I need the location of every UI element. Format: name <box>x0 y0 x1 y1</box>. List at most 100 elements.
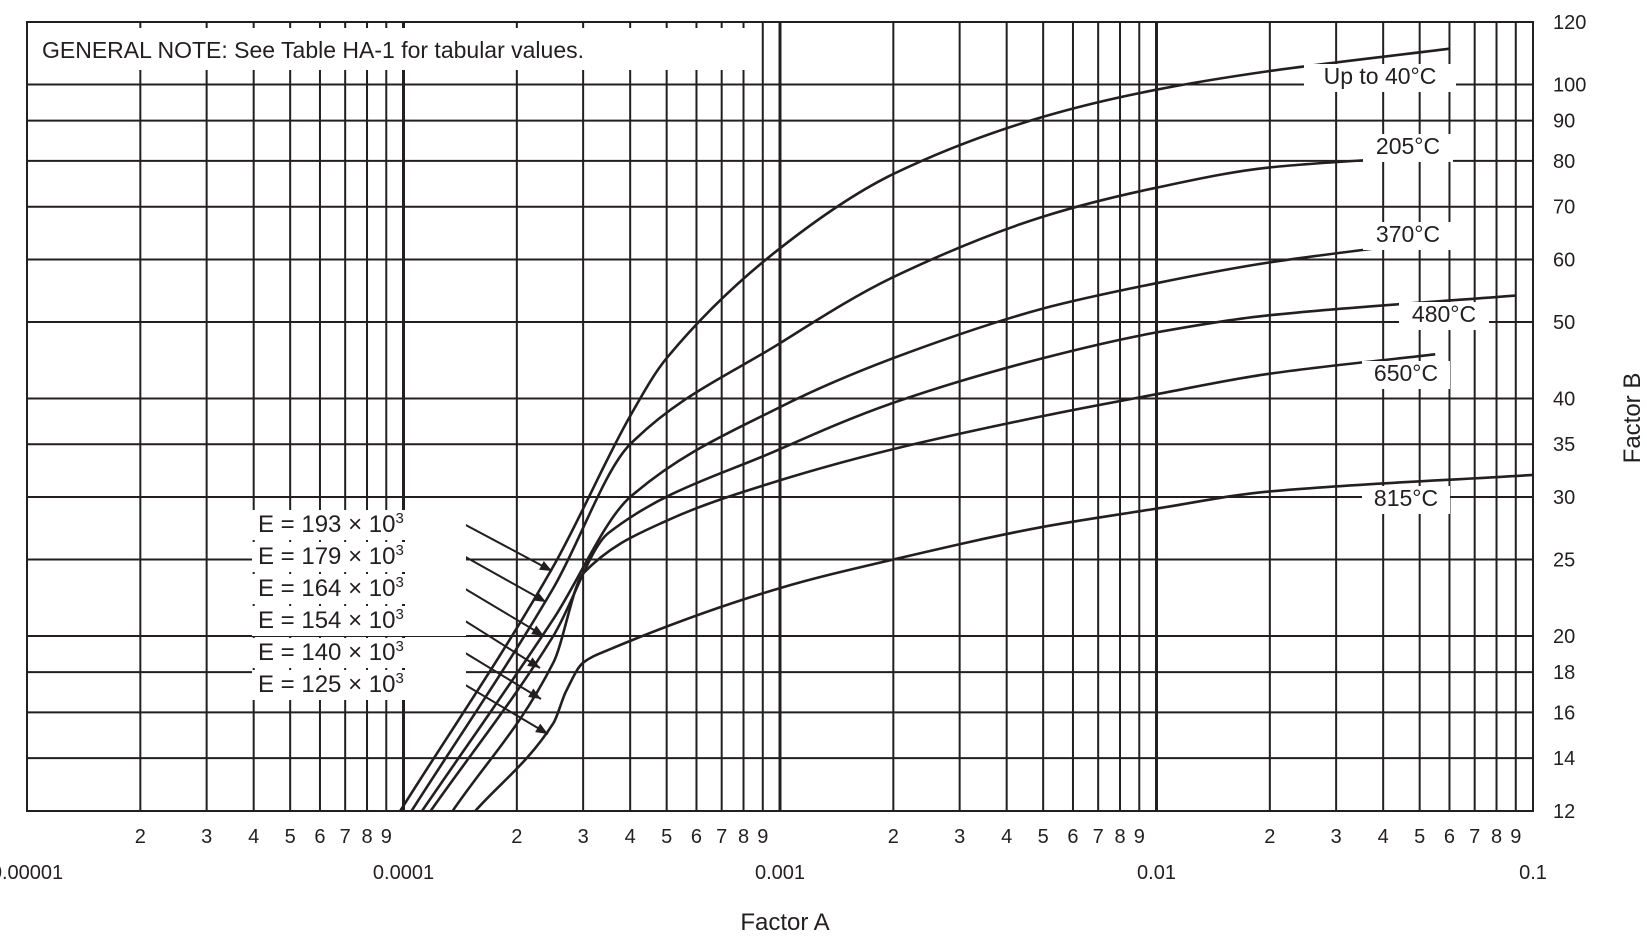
y-tick-label: 18 <box>1553 662 1575 684</box>
x-minor-label: 8 <box>1114 826 1125 848</box>
x-axis-title: Factor A <box>740 909 829 936</box>
x-minor-label: 7 <box>340 826 351 848</box>
x-minor-label: 3 <box>1331 826 1342 848</box>
x-minor-label: 5 <box>661 826 672 848</box>
x-minor-label: 9 <box>381 826 392 848</box>
temp-label-5: 815°C <box>1374 485 1438 511</box>
x-minor-label: 8 <box>1491 826 1502 848</box>
y-tick-label: 25 <box>1553 549 1575 571</box>
x-decade-label: 0.00001 <box>0 862 63 884</box>
x-minor-label: 4 <box>625 826 636 848</box>
y-tick-label: 90 <box>1553 111 1575 133</box>
x-minor-label: 5 <box>1414 826 1425 848</box>
e-leader-arrowhead <box>539 560 552 571</box>
labels: Up to 40°C 205°C 370°C 480°C 650°C 815°C E = 1… <box>252 63 1489 700</box>
e-label-bg <box>252 542 466 572</box>
x-minor-label: 7 <box>1093 826 1104 848</box>
e-leader-line <box>461 522 553 572</box>
curves <box>399 47 1534 812</box>
series-line-5 <box>474 473 1534 812</box>
x-decade-label: 0.01 <box>1137 862 1176 884</box>
y-tick-label: 20 <box>1553 626 1575 648</box>
y-tick-label: 12 <box>1553 801 1575 823</box>
temp-label-2: 370°C <box>1376 221 1440 247</box>
x-minor-label: 8 <box>738 826 749 848</box>
x-minor-label: 2 <box>888 826 899 848</box>
e-label-bg <box>252 574 466 604</box>
x-minor-label: 3 <box>578 826 589 848</box>
x-minor-label: 6 <box>1067 826 1078 848</box>
x-minor-label: 7 <box>1469 826 1480 848</box>
x-decade-label: 0.0001 <box>373 862 434 884</box>
x-minor-label: 6 <box>1444 826 1455 848</box>
e-leader-line <box>461 618 541 669</box>
e-label-bg <box>252 670 466 700</box>
x-minor-label: 9 <box>757 826 768 848</box>
temp-label-bg <box>1304 64 1456 92</box>
e-label-bg <box>252 638 466 668</box>
e-label-5: E = 125 × 103 <box>258 670 404 698</box>
series-line-0 <box>399 47 1450 812</box>
temp-label-bg <box>1399 302 1489 330</box>
x-decade-label: 0.1 <box>1519 862 1547 884</box>
x-minor-label: 6 <box>691 826 702 848</box>
x-minor-label: 5 <box>285 826 296 848</box>
x-minor-label: 4 <box>1001 826 1012 848</box>
e-label-bg <box>252 606 466 636</box>
e-leader-arrowhead <box>531 625 544 636</box>
tick-labels: 12141618202530354050607080901001200.0000… <box>0 12 1586 884</box>
x-minor-label: 8 <box>361 826 372 848</box>
temp-label-4: 650°C <box>1374 360 1438 386</box>
temp-label-bg <box>1362 486 1450 514</box>
e-leader-line <box>461 650 542 700</box>
x-minor-label: 4 <box>1378 826 1389 848</box>
y-tick-label: 30 <box>1553 487 1575 509</box>
e-leader-arrowhead <box>527 657 540 668</box>
y-tick-label: 80 <box>1553 151 1575 173</box>
e-label-0: E = 193 × 103 <box>258 510 404 538</box>
y-tick-label: 70 <box>1553 197 1575 219</box>
y-tick-label: 120 <box>1553 12 1586 34</box>
e-label-4: E = 140 × 103 <box>258 638 404 666</box>
x-minor-label: 2 <box>1264 826 1275 848</box>
e-leader-line <box>461 682 549 735</box>
x-minor-label: 7 <box>716 826 727 848</box>
e-leader-arrowhead <box>533 591 546 602</box>
y-tick-label: 100 <box>1553 74 1586 96</box>
temp-label-3: 480°C <box>1412 301 1476 327</box>
x-minor-label: 3 <box>954 826 965 848</box>
y-tick-label: 35 <box>1553 434 1575 456</box>
series-line-2 <box>420 241 1420 812</box>
temp-label-bg <box>1363 134 1453 162</box>
x-decade-label: 0.001 <box>755 862 805 884</box>
x-minor-label: 4 <box>248 826 259 848</box>
series-line-1 <box>410 155 1420 812</box>
y-axis-title: Factor B <box>1619 373 1646 464</box>
x-minor-label: 6 <box>314 826 325 848</box>
x-minor-label: 3 <box>201 826 212 848</box>
temp-label-0: Up to 40°C <box>1324 63 1437 89</box>
series-line-4 <box>451 353 1436 812</box>
temp-label-bg <box>1362 361 1450 389</box>
temp-label-1: 205°C <box>1376 133 1440 159</box>
e-label-bg <box>252 510 466 540</box>
e-label-3: E = 154 × 103 <box>258 606 404 634</box>
e-leader-line <box>461 586 545 637</box>
x-minor-label: 2 <box>511 826 522 848</box>
general-note: GENERAL NOTE: See Table HA-1 for tabular… <box>42 37 584 63</box>
e-leader-lines <box>461 522 553 735</box>
y-tick-label: 16 <box>1553 702 1575 724</box>
y-tick-label: 14 <box>1553 748 1575 770</box>
x-minor-label: 9 <box>1134 826 1145 848</box>
x-minor-label: 9 <box>1510 826 1521 848</box>
temp-label-bg <box>1363 222 1453 250</box>
general-note-box: GENERAL NOTE: See Table HA-1 for tabular… <box>32 28 757 70</box>
series-line-3 <box>429 294 1516 812</box>
y-tick-label: 40 <box>1553 388 1575 410</box>
y-tick-label: 60 <box>1553 250 1575 272</box>
e-leader-line <box>461 554 547 603</box>
e-label-1: E = 179 × 103 <box>258 542 404 570</box>
x-minor-label: 5 <box>1038 826 1049 848</box>
x-minor-label: 2 <box>135 826 146 848</box>
